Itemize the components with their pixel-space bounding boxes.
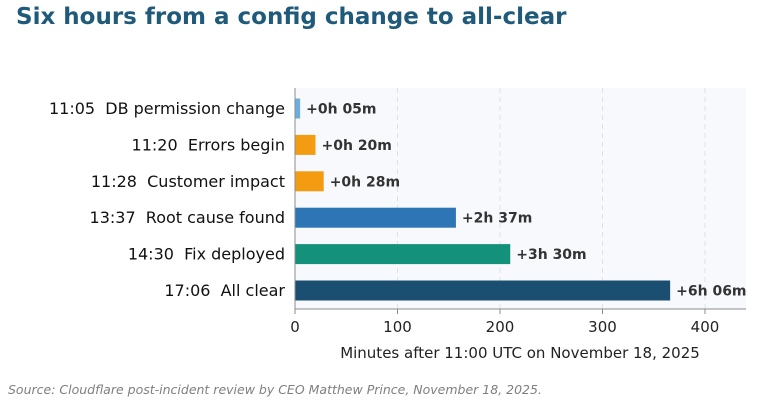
bar xyxy=(295,280,671,301)
source-note: Source: Cloudflare post-incident review … xyxy=(8,382,542,397)
category-label: 14:30 Fix deployed xyxy=(128,245,285,264)
data-label: +2h 37m xyxy=(462,211,532,227)
category-label: 11:20 Errors begin xyxy=(132,135,285,154)
x-axis-label: Minutes after 11:00 UTC on November 18, … xyxy=(340,344,700,362)
data-labels: +0h 05m +0h 20m +0h 28m +2h 37m +3h 30m +6h 0… xyxy=(306,102,746,300)
bar xyxy=(295,98,301,119)
data-label: +0h 05m xyxy=(306,102,376,118)
x-tick-label: 300 xyxy=(588,318,617,336)
bar xyxy=(295,171,324,192)
data-label: +0h 28m xyxy=(330,174,400,190)
category-label: 11:28 Customer impact xyxy=(91,172,285,191)
category-label: 13:37 Root cause found xyxy=(90,208,285,227)
x-tick-label: 100 xyxy=(383,318,412,336)
category-label: 17:06 All clear xyxy=(164,281,285,300)
plot-background xyxy=(295,88,746,309)
bar xyxy=(295,207,456,228)
data-label: +6h 06m xyxy=(676,284,746,300)
x-tick-label: 400 xyxy=(691,318,720,336)
bar xyxy=(295,244,511,265)
x-tick-label: 200 xyxy=(486,318,515,336)
bar xyxy=(295,134,316,155)
chart-title: Six hours from a config change to all-cl… xyxy=(16,4,567,30)
data-label: +0h 20m xyxy=(322,138,392,154)
x-tick-label: 0 xyxy=(290,318,300,336)
category-labels: 11:05 DB permission change 11:20 Errors b… xyxy=(49,99,285,300)
gridlines xyxy=(397,88,706,309)
x-ticks: 0 100 200 300 400 xyxy=(290,309,719,336)
bars xyxy=(295,98,671,301)
data-label: +3h 30m xyxy=(516,247,586,263)
category-label: 11:05 DB permission change xyxy=(49,99,285,118)
